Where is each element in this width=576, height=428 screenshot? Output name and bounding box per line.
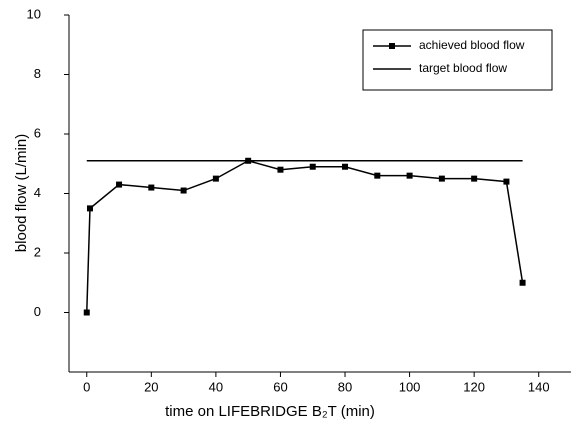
- legend-marker: [389, 43, 395, 49]
- y-tick-label: 10: [27, 6, 41, 21]
- y-tick-label: 6: [34, 125, 41, 140]
- y-tick-label: 2: [34, 244, 41, 259]
- x-tick-label: 40: [209, 379, 223, 394]
- y-axis-label: blood flow (L/min): [13, 134, 30, 252]
- data-point: [503, 178, 510, 185]
- data-point: [212, 175, 219, 182]
- x-tick-label: 140: [528, 379, 550, 394]
- data-point: [438, 175, 445, 182]
- legend-label: achieved blood flow: [419, 38, 525, 52]
- data-point: [83, 309, 90, 316]
- data-point: [309, 163, 316, 170]
- x-tick-label: 120: [463, 379, 485, 394]
- x-tick-label: 20: [144, 379, 158, 394]
- x-tick-label: 60: [273, 379, 287, 394]
- y-tick-label: 4: [34, 185, 41, 200]
- data-point: [471, 175, 478, 182]
- x-tick-label: 80: [338, 379, 352, 394]
- x-tick-label: 0: [83, 379, 90, 394]
- x-tick-label: 100: [399, 379, 421, 394]
- legend-label: target blood flow: [419, 61, 507, 75]
- data-line: [86, 159, 524, 313]
- data-point: [116, 181, 123, 188]
- data-point: [277, 166, 284, 173]
- data-point: [342, 163, 349, 170]
- x-axis-label: time on LIFEBRIDGE B₂T (min): [165, 403, 375, 420]
- data-point: [148, 184, 155, 191]
- data-point: [374, 172, 381, 179]
- data-point: [86, 205, 93, 212]
- y-tick-label: 0: [34, 304, 41, 319]
- y-tick-label: 8: [34, 66, 41, 81]
- data-point: [519, 279, 526, 286]
- legend-box: [362, 29, 553, 91]
- data-point: [406, 172, 413, 179]
- data-point: [180, 187, 187, 194]
